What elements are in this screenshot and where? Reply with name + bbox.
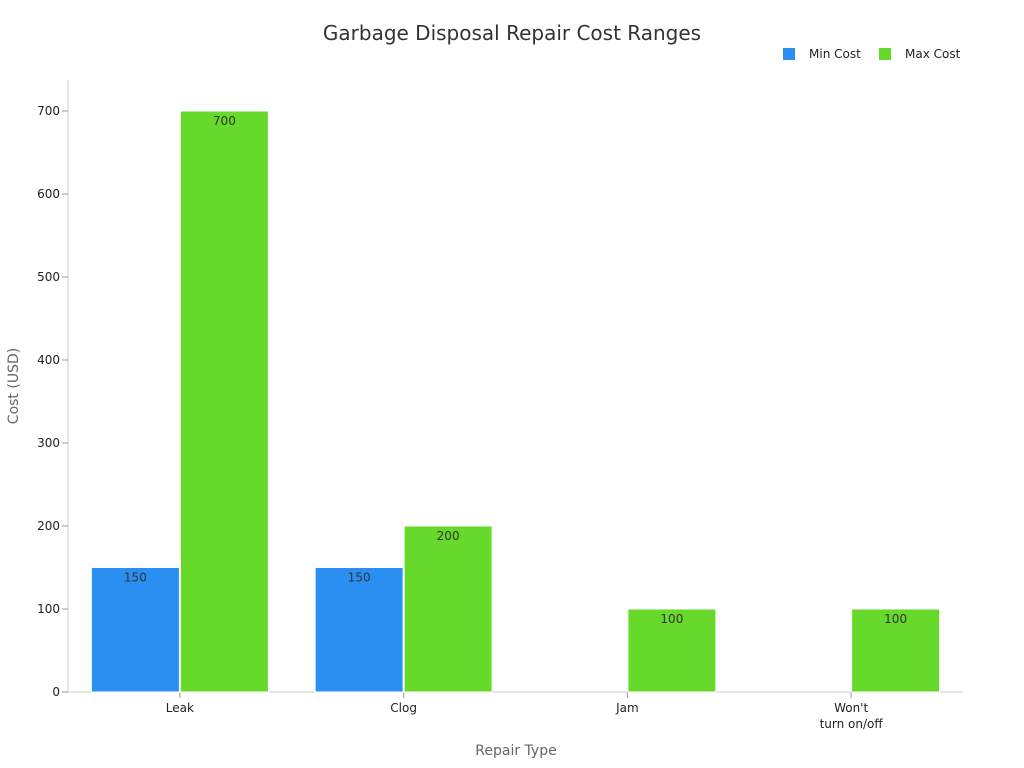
y-tick-label: 0 [52, 685, 60, 699]
bar-value-label: 200 [437, 529, 460, 543]
y-tick-label: 600 [37, 187, 60, 201]
bar-min-cost[interactable] [314, 567, 404, 693]
bar-max-cost[interactable] [851, 608, 941, 693]
bar-min-cost[interactable] [90, 567, 180, 693]
legend-swatch [879, 48, 891, 60]
y-axis-title: Cost (USD) [6, 348, 22, 424]
bars [90, 110, 941, 693]
bar-value-label: 150 [124, 571, 147, 585]
legend-swatch [783, 48, 795, 60]
bar-value-label: 100 [884, 612, 907, 626]
data-labels: 150 700 150 200 100 100 [124, 114, 907, 626]
x-tick-label: Jam [615, 701, 639, 715]
x-tick-label-line: Leak [166, 701, 194, 715]
x-axis: Leak Clog Jam Won't turn on/off [68, 691, 963, 731]
y-tick-label: 100 [37, 602, 60, 616]
bar-max-cost[interactable] [403, 525, 493, 693]
legend: Min Cost Max Cost [783, 47, 961, 61]
y-axis: 0 100 200 300 400 500 600 700 [37, 80, 69, 699]
x-tick-label: Won't turn on/off [820, 701, 884, 731]
bar-value-label: 100 [660, 612, 683, 626]
y-tick-label: 200 [37, 519, 60, 533]
x-tick-label: Leak [166, 701, 194, 715]
chart-title: Garbage Disposal Repair Cost Ranges [323, 21, 701, 45]
x-tick-label-line: Clog [390, 701, 417, 715]
y-tick-label: 500 [37, 270, 60, 284]
bar-value-label: 150 [348, 571, 371, 585]
bar-max-cost[interactable] [179, 110, 269, 693]
y-tick-label: 700 [37, 104, 60, 118]
y-tick-label: 400 [37, 353, 60, 367]
x-tick-label-line: Won't [834, 701, 868, 715]
x-tick-label: Clog [390, 701, 417, 715]
legend-label[interactable]: Max Cost [905, 47, 961, 61]
x-tick-label-line: Jam [615, 701, 639, 715]
legend-label[interactable]: Min Cost [809, 47, 861, 61]
y-tick-label: 300 [37, 436, 60, 450]
x-tick-label-line: turn on/off [820, 717, 884, 731]
bar-value-label: 700 [213, 114, 236, 128]
bar-max-cost[interactable] [627, 608, 717, 693]
x-axis-title: Repair Type [475, 743, 556, 759]
